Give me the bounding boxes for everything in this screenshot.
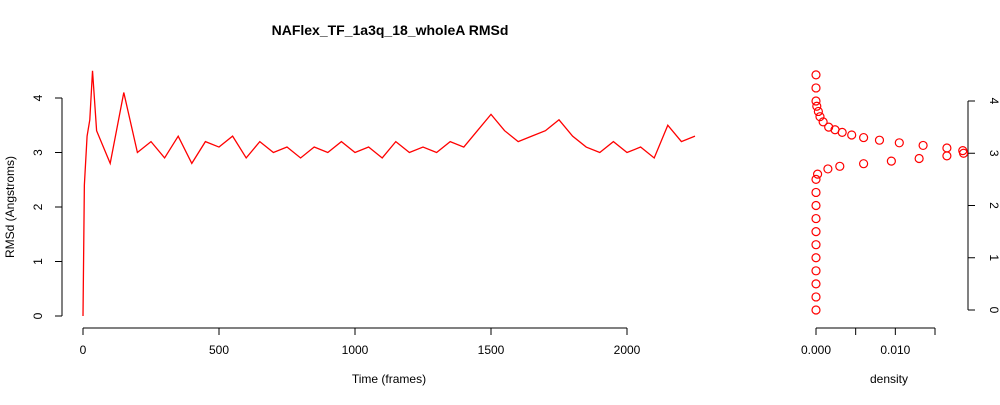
data-point <box>811 279 821 289</box>
data-point <box>812 169 823 179</box>
chart-title: NAFlex_TF_1a3q_18_wholeA RMSd <box>272 22 509 38</box>
data-point <box>818 117 828 127</box>
data-point <box>894 138 904 148</box>
y-tick-label: 4 <box>987 98 1000 105</box>
y-tick-label: 1 <box>31 258 45 265</box>
data-point <box>811 227 821 237</box>
x-axis-label: density <box>870 372 908 386</box>
x-tick-label: 0 <box>80 343 87 357</box>
data-point <box>811 96 821 106</box>
x-tick-label: 1500 <box>478 343 505 357</box>
y-tick-label: 4 <box>31 94 45 101</box>
data-point <box>811 292 821 302</box>
data-line <box>82 70 696 317</box>
data-point <box>874 135 885 145</box>
data-point <box>847 130 857 140</box>
data-point <box>811 305 821 315</box>
data-point <box>824 122 834 132</box>
data-point <box>812 101 822 111</box>
data-point <box>811 83 821 93</box>
data-point <box>830 125 840 135</box>
x-tick-label: 500 <box>209 343 229 357</box>
y-tick-label: 3 <box>31 149 45 156</box>
data-point <box>858 159 869 169</box>
x-tick-label: 2000 <box>614 343 641 357</box>
data-point <box>815 112 825 122</box>
data-point <box>811 70 821 80</box>
x-tick-label: 0.010 <box>880 343 910 357</box>
y-axis-label: RMSd (Angstroms) <box>3 156 17 258</box>
y-tick-label: 2 <box>31 203 45 210</box>
data-point <box>811 253 821 263</box>
data-point <box>823 164 833 174</box>
data-point <box>811 187 821 198</box>
data-point <box>811 200 821 211</box>
data-point <box>918 140 928 151</box>
y-tick-label: 3 <box>987 150 1000 157</box>
data-point <box>835 161 845 171</box>
data-point <box>811 213 821 224</box>
y-tick-label: 0 <box>987 307 1000 314</box>
x-tick-label: 0.000 <box>801 343 831 357</box>
data-point <box>958 146 968 156</box>
y-tick-label: 1 <box>987 254 1000 261</box>
data-point <box>813 106 823 117</box>
data-point <box>914 153 924 164</box>
data-point <box>858 132 869 143</box>
x-tick-label: 1000 <box>342 343 369 357</box>
data-point <box>942 143 952 153</box>
x-axis-label: Time (frames) <box>352 372 426 386</box>
y-tick-label: 0 <box>31 312 45 319</box>
data-point <box>811 174 821 184</box>
data-point <box>811 240 821 250</box>
y-tick-label: 2 <box>987 202 1000 209</box>
data-point <box>886 156 896 166</box>
data-point <box>811 266 821 276</box>
